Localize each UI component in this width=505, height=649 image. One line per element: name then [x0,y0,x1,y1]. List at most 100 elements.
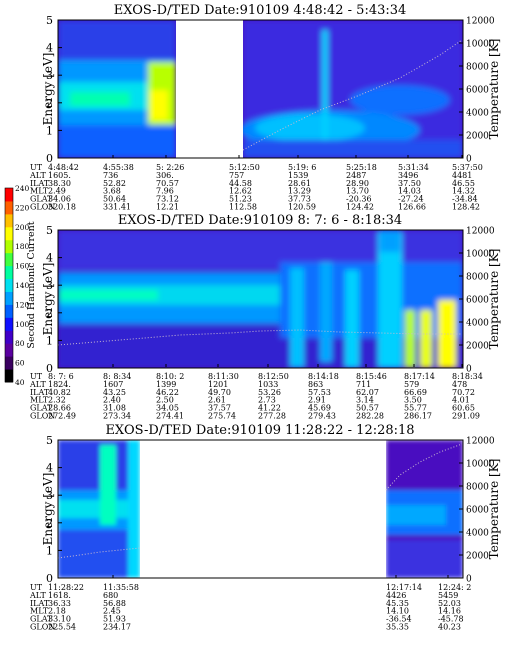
y2-tick-label: 0 [466,575,472,585]
y2-tick-label: 2000 [466,342,489,352]
table-cell: 52.03 [438,599,461,608]
colorbar-label: Second Harmonic Current [26,221,37,348]
colorbar-tick-label: 120 [15,300,30,309]
table-cell: 31.08 [103,404,126,413]
table-cell: 320.18 [48,203,76,212]
colorbar-swatch [5,200,13,215]
table-cell: 1399 [156,380,176,389]
table-cell: 8:18:34 [452,372,483,381]
table-cell: 124.42 [346,203,374,212]
table-cell: 8:12:50 [258,372,289,381]
table-cell: 28.61 [288,179,311,188]
table-cell: 5:37:50 [452,163,483,172]
table-cell: 234.17 [103,623,131,632]
table-cell: 11:28:22 [48,583,84,592]
row-label: ILAT [30,179,50,188]
colorbar-tick-label: 80 [15,339,25,348]
y2-tick-label: 0 [466,365,472,375]
table-cell: 36.33 [48,599,71,608]
table-cell: -36.54 [386,615,412,624]
table-cell: 2.45 [103,607,121,616]
table-cell: 46.22 [156,388,179,397]
row-label: GLAT [30,195,53,204]
table-cell: 55.77 [404,404,427,413]
table-cell: 60.65 [452,404,475,413]
table-cell: 8:10: 2 [156,372,184,381]
panel-3-spectrogram [58,440,463,578]
panel-3-temperature-trace [58,547,141,559]
colorbar-swatch [5,317,13,331]
table-cell: 1201 [208,380,228,389]
table-cell: 51.93 [103,615,126,624]
table-cell: 112.58 [229,203,257,212]
table-cell: 49.70 [208,388,231,397]
y-tick-label: 3 [46,279,53,292]
y-tick-label: 0 [46,572,53,585]
y-tick-label: 4 [46,252,53,265]
panel-3-y-label: Energy [eV] [41,473,55,546]
colorbar-swatch [5,278,13,292]
y-tick-label: 1 [46,334,53,347]
table-cell: 4481 [452,171,472,180]
y2-tick-label: 8000 [466,63,489,73]
table-cell: 863 [308,380,323,389]
table-cell: 13.29 [288,187,311,196]
table-cell: 5: 2:26 [156,163,184,172]
y-tick-label: 2 [46,307,53,320]
table-cell: 34.06 [48,195,71,204]
table-cell: 52.82 [103,179,126,188]
table-cell: 120.59 [288,203,316,212]
colorbar-tick-label: 180 [15,242,30,251]
row-label: UT [30,583,43,592]
table-cell: 14.32 [452,187,475,196]
y2-tick-label: 12000 [466,227,495,237]
colorbar-tick-label: 160 [15,262,30,271]
y2-tick-label: 12000 [466,437,495,447]
y2-tick-label: 0 [466,155,472,165]
table-cell: 291.09 [452,412,480,421]
table-cell: 14.10 [386,607,409,616]
table-cell: 37.57 [208,404,231,413]
table-cell: 225.54 [48,623,76,632]
table-cell: 282.28 [356,412,384,421]
table-cell: 43.25 [103,388,126,397]
row-label: GLON [30,412,55,421]
row-label: UT [30,372,43,381]
y2-tick-label: 2000 [466,132,489,142]
y2-tick-label: 2000 [466,552,489,562]
table-cell: 28.66 [48,404,71,413]
y-tick-label: 0 [46,362,53,375]
y-tick-label: 5 [46,224,53,237]
table-cell: 736 [103,171,118,180]
table-cell: 38.30 [48,179,71,188]
panel-3-y2-ticks: 0 2000 4000 6000 8000 10000 12000 [459,437,495,585]
table-cell: 57.53 [308,388,331,397]
panel-2-y-label: Energy [eV] [41,263,55,336]
panel-1-y-ticks: 0 1 2 3 4 5 [46,14,62,165]
panel-3: EXOS-D/TED Date:910109 11:28:22 - 12:28:… [29,423,501,632]
table-cell: 5459 [438,591,458,600]
table-cell: 35.35 [386,623,409,632]
panel-3-info-table: UTALTILATMLTGLATGLON11:28:221618.36.332.… [29,575,471,632]
table-cell: 70.72 [452,388,475,397]
y2-tick-label: 10000 [466,40,495,50]
table-cell: 1618. [48,591,71,600]
table-cell: 5:12:50 [229,163,260,172]
colorbar-swatch [5,188,13,202]
table-cell: 3.14 [356,396,374,405]
colorbar-tick-label: 240 [15,184,30,193]
table-cell: 40.82 [48,388,71,397]
row-label: GLAT [30,404,53,413]
colorbar-swatch [5,304,13,318]
panel-3-y-ticks: 0 1 2 3 4 5 [46,434,62,585]
table-cell: 579 [404,380,419,389]
table-cell: 4:48:42 [48,163,79,172]
y-tick-label: 4 [46,42,53,55]
table-cell: 62.07 [356,388,379,397]
table-cell: 37.73 [288,195,311,204]
table-cell: 46.55 [452,179,475,188]
panel-2-temperature-trace [58,329,462,346]
table-cell: 286.17 [404,412,432,421]
table-cell: 711 [356,380,371,389]
